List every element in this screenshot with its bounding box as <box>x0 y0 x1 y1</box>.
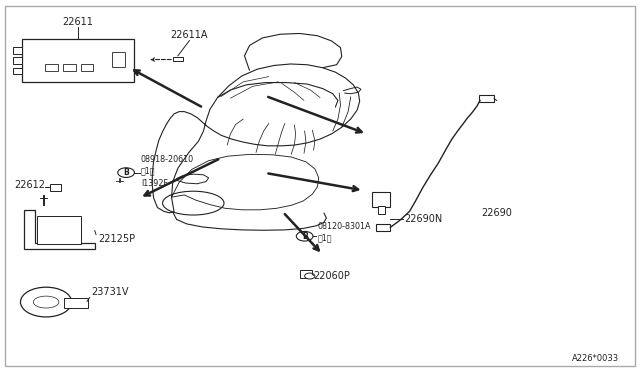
Text: 〈1〉: 〈1〉 <box>141 167 156 176</box>
Text: 23731V: 23731V <box>91 287 129 297</box>
Text: 22690N: 22690N <box>404 214 443 224</box>
Bar <box>50 184 61 191</box>
Bar <box>300 270 312 278</box>
Ellipse shape <box>20 287 72 317</box>
Text: 〈1〉: 〈1〉 <box>317 234 332 243</box>
Ellipse shape <box>33 296 59 308</box>
Bar <box>479 95 494 102</box>
Bar <box>13 68 22 74</box>
Text: 08120-8301A: 08120-8301A <box>317 222 371 231</box>
Bar <box>112 52 125 67</box>
Text: 22611A: 22611A <box>171 30 208 40</box>
Bar <box>376 224 390 231</box>
Text: l1392F: l1392F <box>141 179 168 187</box>
Text: 22060P: 22060P <box>314 271 351 281</box>
Text: B: B <box>124 168 129 177</box>
Bar <box>13 47 22 54</box>
Bar <box>63 64 76 71</box>
Bar <box>13 57 22 64</box>
Bar <box>22 39 134 82</box>
Text: 22125P: 22125P <box>98 234 135 244</box>
Text: A226*0033: A226*0033 <box>572 354 620 363</box>
Bar <box>372 192 390 207</box>
Bar <box>173 57 183 61</box>
Circle shape <box>305 273 315 279</box>
Text: 22611: 22611 <box>63 17 93 27</box>
Text: B: B <box>302 232 307 241</box>
Circle shape <box>296 231 313 241</box>
Bar <box>378 206 385 214</box>
Bar <box>81 64 93 71</box>
Circle shape <box>118 168 134 177</box>
Text: 22690: 22690 <box>481 208 512 218</box>
Text: 22612: 22612 <box>14 180 45 190</box>
Bar <box>37 216 81 244</box>
FancyBboxPatch shape <box>5 6 635 366</box>
Bar <box>45 64 58 71</box>
Bar <box>64 298 88 308</box>
Text: 08918-20610: 08918-20610 <box>141 155 194 164</box>
